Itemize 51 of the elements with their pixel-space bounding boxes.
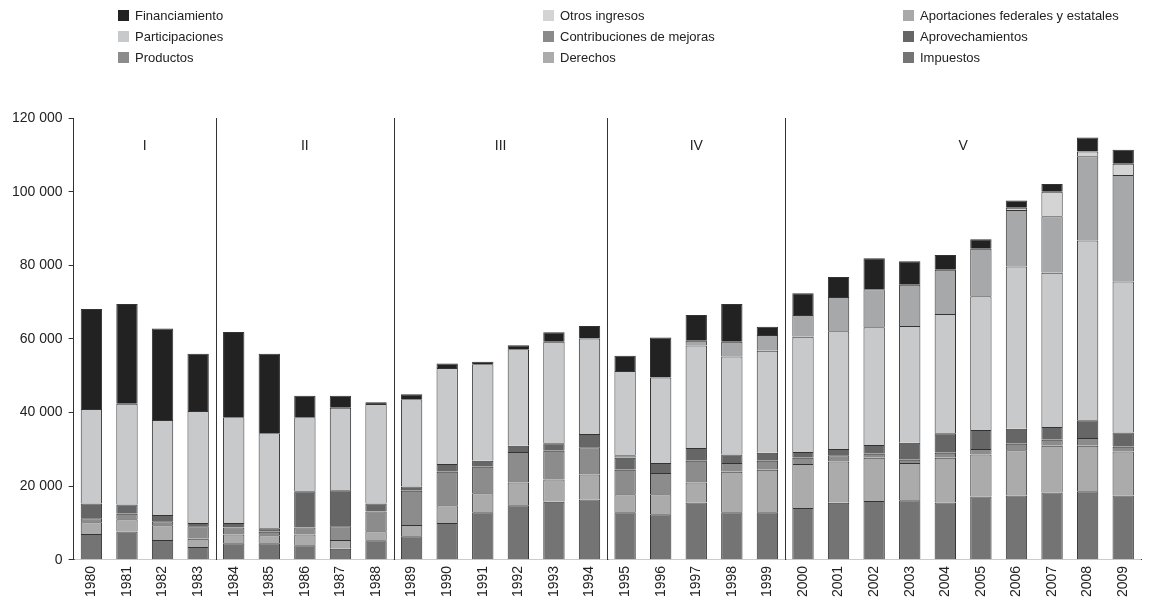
x-tick-label: 2003 <box>900 565 917 598</box>
x-tick-label: 1995 <box>615 565 632 598</box>
x-tick-label: 1997 <box>687 565 704 598</box>
x-tick-label: 2001 <box>829 565 846 598</box>
x-tick-label: 1991 <box>473 565 490 598</box>
x-tick-label: 1980 <box>82 565 99 598</box>
y-tick-label: 100 000 <box>12 182 63 199</box>
x-tick-label: 2004 <box>936 565 953 598</box>
x-tick-label: 1984 <box>224 565 241 598</box>
x-tick-label: 2007 <box>1042 565 1059 598</box>
x-tick-label: 1983 <box>189 565 205 598</box>
y-tick-label: 40 000 <box>19 403 63 420</box>
x-tick-label: 1986 <box>295 565 312 598</box>
x-tick-label: 1998 <box>722 565 739 598</box>
legend-label: Impuestos <box>920 50 980 65</box>
x-tick-label: 1988 <box>366 565 383 598</box>
legend-label: Aportaciones federales y estatales <box>920 8 1119 23</box>
x-tick-label: 1996 <box>651 565 668 598</box>
y-tick-label: 120 000 <box>12 108 63 125</box>
x-tick-label: 2009 <box>1114 565 1131 598</box>
x-tick-label: 1987 <box>331 565 348 598</box>
x-tick-label: 1981 <box>117 565 134 598</box>
x-tick-label: 1994 <box>580 565 597 598</box>
x-tick-label: 1990 <box>438 565 455 598</box>
x-tick-label: 1989 <box>402 565 419 598</box>
legend-label: Participaciones <box>135 29 224 44</box>
x-tick-label: 1985 <box>260 565 277 598</box>
legend-label: Derechos <box>560 50 616 65</box>
x-tick-label: 2006 <box>1007 565 1024 598</box>
x-tick-label: 1993 <box>544 565 561 598</box>
legend-label: Financiamiento <box>135 8 224 23</box>
legend-label: Contribuciones de mejoras <box>560 29 715 44</box>
x-tick-label: 2002 <box>865 565 882 598</box>
x-tick-label: 1992 <box>509 565 526 598</box>
x-tick-label: 1999 <box>758 565 775 598</box>
band-label: V <box>958 136 969 153</box>
y-tick-label: 0 <box>54 550 63 567</box>
band-label: IV <box>689 136 704 153</box>
y-tick-label: 80 000 <box>19 256 63 273</box>
x-tick-label: 1982 <box>153 565 170 598</box>
legend-label: Otros ingresos <box>560 8 645 23</box>
x-tick-label: 2005 <box>971 565 988 598</box>
legend-label: Aprovechamientos <box>920 29 1028 44</box>
band-label: I <box>142 136 147 153</box>
x-tick-label: 2008 <box>1078 565 1095 598</box>
legend-label: Productos <box>135 50 194 65</box>
band-label: III <box>494 136 507 153</box>
band-label: II <box>300 136 309 153</box>
y-tick-label: 20 000 <box>19 477 63 494</box>
x-tick-label: 2000 <box>793 565 810 598</box>
y-tick-label: 60 000 <box>19 329 63 346</box>
